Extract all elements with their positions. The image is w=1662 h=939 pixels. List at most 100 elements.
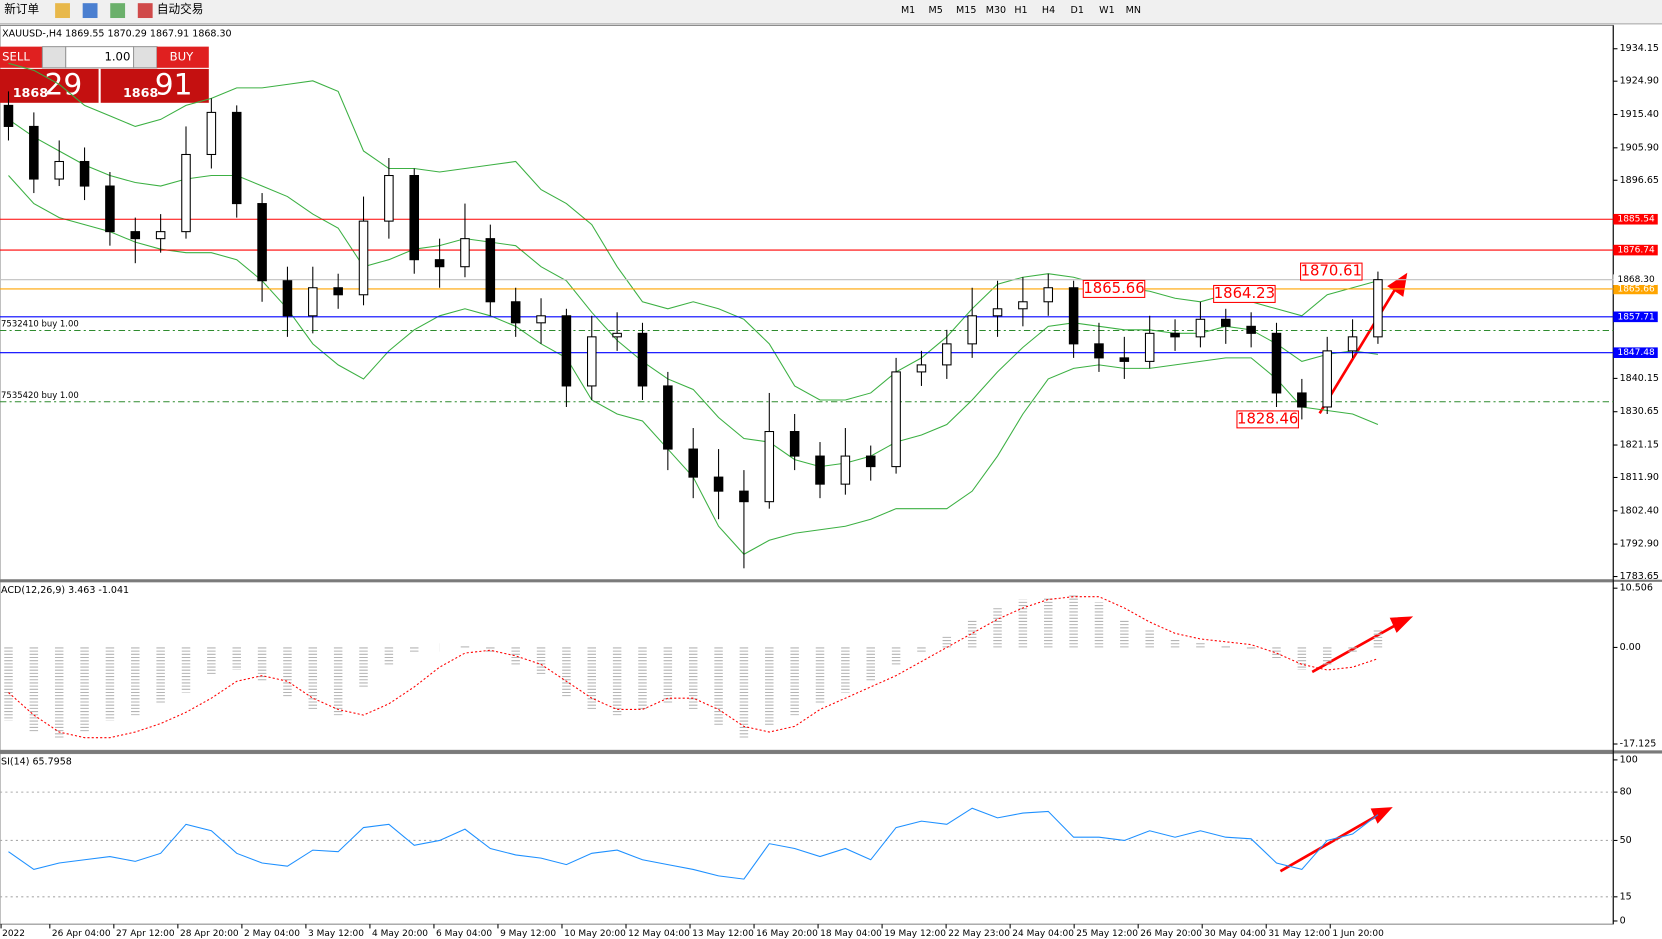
x-tick-label: 2022	[2, 929, 25, 939]
candle-body	[1246, 325, 1256, 334]
x-tick-label: 22 May 23:00	[948, 929, 1010, 939]
x-tick-label: 1 Jun 20:00	[1332, 929, 1384, 939]
timeframe-button[interactable]: M1	[901, 5, 915, 16]
lot-up[interactable]	[133, 46, 158, 69]
y-tick-label: 1792.90	[1620, 539, 1659, 550]
price-annotation-box	[1300, 262, 1363, 281]
candle-body	[942, 343, 952, 366]
buy-button[interactable]	[156, 46, 209, 68]
x-tick-label: 31 May 12:00	[1268, 929, 1330, 939]
x-tick-label: 6 May 04:00	[436, 929, 492, 939]
price-level-tag	[1613, 347, 1658, 358]
x-tick-label: 19 May 12:00	[884, 929, 946, 939]
timeframe-button[interactable]: M30	[986, 5, 1006, 16]
candle-body	[1094, 343, 1104, 359]
candle-body	[29, 125, 39, 180]
timeframe-button[interactable]: H1	[1014, 5, 1027, 16]
candle-body	[282, 280, 293, 317]
buy-big-figure: 1868	[123, 85, 159, 100]
one-click-panel: SELL 1.00 BUY 1868 29 1868 91	[0, 46, 209, 103]
timeframe-button[interactable]: M15	[956, 5, 976, 16]
y-tick-label: 15	[1620, 891, 1632, 902]
buy-label[interactable]: BUY	[170, 50, 195, 64]
x-tick-label: 13 May 12:00	[692, 929, 754, 939]
lot-value[interactable]: 1.00	[104, 50, 130, 64]
x-tick-label: 4 May 20:00	[372, 929, 428, 939]
sell-label[interactable]: SELL	[2, 50, 30, 64]
candle-body	[612, 332, 622, 338]
price-annotation: 1828.46	[1237, 410, 1298, 427]
candle-body	[1221, 318, 1231, 327]
x-tick-label: 26 Apr 04:00	[52, 929, 111, 939]
candle-body	[1119, 357, 1130, 362]
timeframe-button[interactable]: MN	[1126, 5, 1141, 16]
timeframe-button[interactable]: W1	[1099, 5, 1114, 16]
timeframe-button[interactable]: M5	[929, 5, 943, 16]
candle-body	[460, 238, 470, 268]
y-tick-label: 1915.40	[1620, 109, 1659, 120]
price-annotation: 1870.61	[1301, 263, 1362, 280]
price-level-label: 1865.66	[1617, 284, 1654, 294]
icon[interactable]	[82, 3, 98, 19]
macd-panel	[0, 581, 1614, 751]
bid-label: 1868.30	[1617, 275, 1654, 285]
candle-body	[865, 455, 876, 468]
timeframe-button[interactable]: H4	[1042, 5, 1055, 16]
x-tick-label: 30 May 04:00	[1204, 929, 1266, 939]
lot-down[interactable]	[41, 46, 67, 69]
order-label: 7532410 buy 1.00	[1, 319, 79, 329]
y-tick-label: 1934.15	[1620, 43, 1659, 54]
toolbar	[0, 0, 1662, 24]
icon[interactable]	[110, 3, 126, 19]
y-tick-label: 10.506	[1620, 583, 1653, 594]
candle-body	[485, 238, 496, 303]
candle-body	[815, 455, 825, 485]
separator	[0, 579, 1662, 582]
price-annotation-box	[1082, 279, 1146, 298]
x-tick-label: 3 May 12:00	[308, 929, 364, 939]
buy-price-box[interactable]	[100, 68, 209, 103]
y-tick-label: 1802.40	[1620, 505, 1659, 516]
price-annotation-box	[1213, 284, 1276, 303]
candle-body	[967, 315, 977, 345]
x-tick-label: 27 Apr 12:00	[116, 929, 175, 939]
price-annotation-box	[1236, 410, 1299, 429]
price-level-tag	[1613, 311, 1658, 323]
buy-points: 91	[155, 66, 193, 101]
candle-body	[1170, 332, 1180, 338]
bollinger-upper	[8, 62, 1379, 401]
candle-body	[586, 336, 597, 387]
y-tick-label: 1811.90	[1620, 472, 1659, 483]
candle-body	[308, 287, 318, 317]
candle-body	[3, 104, 14, 127]
candle-body	[105, 185, 115, 233]
auto-trading-button[interactable]: 自动交易	[157, 2, 204, 16]
sell-button[interactable]	[0, 46, 43, 68]
order-label: 7535420 buy 1.00	[1, 390, 79, 400]
plot-layer: M1 M5 M15 M30 H1 H4 D1 W1 MN 1934.15 1924.90 1915.4…	[0, 5, 1659, 939]
candle-body	[1347, 336, 1358, 352]
price-level-tag	[1613, 213, 1658, 225]
arrow-head	[1370, 807, 1393, 824]
candle-body	[79, 160, 90, 187]
main-panel	[0, 24, 1614, 581]
price-annotation: 1865.66	[1083, 280, 1144, 297]
timeframe-button[interactable]: D1	[1071, 5, 1084, 16]
x-tick-label: 24 May 04:00	[1012, 929, 1074, 939]
x-tick-label: 9 May 12:00	[500, 929, 556, 939]
y-tick-label: 1840.15	[1620, 373, 1659, 384]
new-order-button[interactable]: 新订单	[4, 2, 39, 16]
candle-body	[688, 448, 698, 478]
x-tick-label: 26 May 20:00	[1140, 929, 1202, 939]
candle-body	[1144, 332, 1155, 362]
rsi-label: SI(14) 65.7958	[1, 757, 72, 768]
candle-body	[257, 203, 267, 282]
sell-price-box[interactable]	[0, 68, 99, 103]
candle-body	[536, 315, 546, 324]
icon[interactable]	[55, 3, 70, 19]
arrow-head	[1387, 272, 1408, 297]
candle-body	[1271, 332, 1282, 394]
icon[interactable]	[137, 3, 153, 19]
candle-body	[1297, 392, 1307, 408]
